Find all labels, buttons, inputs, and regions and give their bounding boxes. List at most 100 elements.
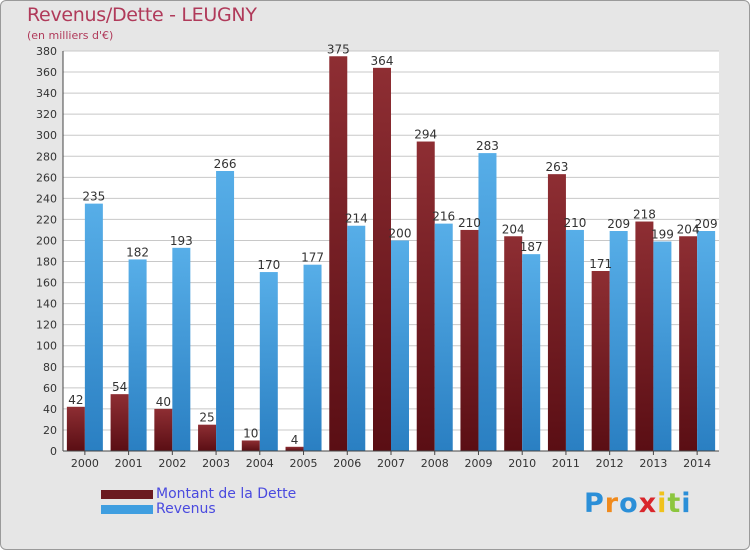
bar-revenus [609,231,628,451]
bar-revenus [478,153,497,451]
data-label-dette: 25 [199,411,214,425]
x-tick-label: 2009 [464,457,492,470]
data-label-revenus: 210 [563,216,586,230]
y-tick-label: 240 [36,192,57,205]
x-tick-label: 2012 [596,457,624,470]
bar-dette [373,67,391,451]
bar-dette [66,406,85,451]
bar-dette [241,440,260,451]
x-tick-label: 2013 [639,457,667,470]
data-label-dette: 375 [327,42,350,56]
x-tick-label: 2008 [421,457,449,470]
legend-swatch-revenus [101,505,153,514]
bar-dette [679,236,698,451]
y-tick-label: 60 [43,382,57,395]
bar-revenus [347,225,366,451]
bar-dette [460,229,479,451]
y-tick-label: 300 [36,129,57,142]
proxiti-logo: Proxiti [584,488,692,519]
y-tick-label: 120 [36,319,57,332]
data-label-revenus: 283 [476,139,499,153]
data-label-revenus: 216 [432,210,455,224]
data-label-revenus: 182 [126,245,149,259]
data-label-revenus: 199 [651,228,674,242]
bar-revenus [128,259,147,451]
bar-dette [329,56,348,452]
data-label-dette: 54 [112,380,127,394]
y-tick-label: 200 [36,234,57,247]
bar-revenus [565,229,584,451]
data-label-revenus: 187 [520,240,543,254]
bar-dette [416,141,435,452]
y-tick-label: 360 [36,66,57,79]
legend-swatch-dette [101,490,153,499]
bar-revenus [434,223,453,451]
y-tick-label: 100 [36,340,57,353]
legend-item-revenus: Revenus [101,501,401,518]
bar-dette [198,424,217,451]
bar-revenus [216,171,235,451]
data-label-revenus: 214 [345,212,368,226]
data-label-revenus: 170 [257,258,280,272]
data-label-revenus: 193 [170,234,193,248]
y-tick-label: 140 [36,298,57,311]
x-tick-label: 2001 [115,457,143,470]
data-label-revenus: 200 [389,226,412,240]
y-tick-label: 320 [36,108,57,121]
y-tick-label: 20 [43,424,57,437]
data-label-dette: 204 [502,222,525,236]
data-label-dette: 218 [633,208,656,222]
data-label-dette: 40 [156,395,171,409]
x-tick-label: 2000 [71,457,99,470]
bar-revenus [522,254,541,451]
y-tick-label: 380 [36,45,57,58]
x-tick-label: 2002 [158,457,186,470]
y-tick-label: 160 [36,277,57,290]
bar-revenus [697,231,716,451]
data-label-dette: 42 [68,393,83,407]
x-tick-label: 2005 [290,457,318,470]
bar-revenus [653,241,672,451]
x-tick-label: 2007 [377,457,405,470]
x-tick-label: 2010 [508,457,536,470]
legend-label-dette: Montant de la Dette [156,486,297,502]
x-tick-label: 2006 [333,457,361,470]
data-label-revenus: 266 [214,157,237,171]
legend-label-revenus: Revenus [156,501,216,517]
data-label-revenus: 209 [607,217,630,231]
y-tick-label: 180 [36,256,57,269]
data-label-dette: 171 [589,257,612,271]
y-tick-label: 0 [50,445,57,458]
bar-revenus [391,240,409,451]
chart-subtitle: (en milliers d'€) [27,29,114,42]
data-label-revenus: 235 [82,190,105,204]
data-label-dette: 364 [371,54,394,68]
bar-revenus [84,203,103,451]
chart-title: Revenus/Dette - LEUGNY [27,4,257,26]
bar-dette [635,221,654,451]
data-label-dette: 10 [243,426,258,440]
x-tick-label: 2014 [683,457,711,470]
bar-dette [504,236,523,451]
x-tick-label: 2004 [246,457,274,470]
data-label-dette: 210 [458,216,481,230]
bar-revenus [259,272,278,451]
bar-dette [591,271,610,451]
y-tick-label: 340 [36,87,57,100]
y-tick-label: 40 [43,403,57,416]
data-label-dette: 4 [291,433,299,447]
x-tick-label: 2003 [202,457,230,470]
bar-dette [547,174,566,451]
data-label-revenus: 209 [695,217,718,231]
bar-revenus [303,264,322,451]
x-tick-label: 2011 [552,457,580,470]
data-label-dette: 263 [545,160,568,174]
y-tick-label: 260 [36,171,57,184]
bar-dette [154,408,173,451]
data-label-revenus: 177 [301,251,324,265]
y-tick-label: 220 [36,213,57,226]
data-label-dette: 294 [414,128,437,142]
bar-dette [110,394,129,451]
